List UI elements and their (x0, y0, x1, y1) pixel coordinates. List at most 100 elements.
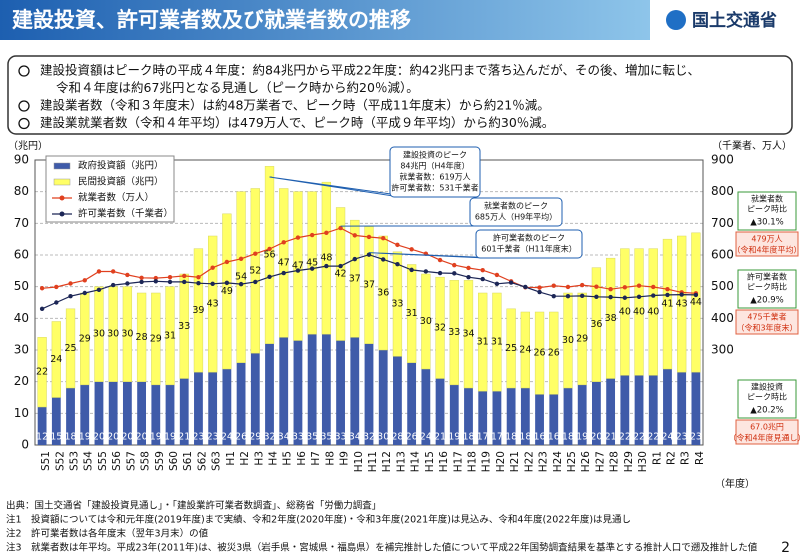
bar (165, 286, 175, 386)
data-label: 24 (50, 354, 62, 365)
y-tick-label: 0 (21, 438, 29, 452)
bar (378, 235, 388, 351)
summary-line: 建設投資額はピーク時の平成４年度：約84兆円から平成22年度：約42兆円まで落ち… (40, 63, 700, 78)
bar (279, 188, 289, 338)
bar (549, 311, 559, 395)
bar (37, 407, 47, 445)
data-label: 26 (548, 348, 560, 359)
line-point (309, 232, 315, 238)
bar (463, 280, 474, 389)
title: 建設投資、許可業者数及び就業者数の推移 (12, 8, 411, 32)
line-point (636, 283, 642, 288)
bar (464, 388, 473, 445)
data-label: 41 (661, 299, 673, 310)
line-point (551, 293, 556, 299)
x-tick-label: H30 (637, 451, 649, 472)
bar (535, 394, 544, 445)
data-label: 34 (462, 329, 474, 340)
data-label: 28 (136, 332, 148, 343)
side-value-box (735, 231, 799, 257)
callout-text: 建設投資のピーク (403, 150, 467, 160)
x-tick-label: H7 (310, 451, 322, 466)
data-label: 30 (93, 329, 105, 340)
bar (66, 388, 75, 445)
x-tick-label: R2 (665, 451, 677, 465)
line-point (537, 289, 542, 295)
x-tick-label: S63 (211, 451, 223, 471)
callout-text: 就業者数：619万人 (399, 172, 470, 182)
data-label: 21 (605, 432, 617, 443)
side-value: 475千業者 (747, 312, 786, 322)
side-title-box (737, 269, 797, 309)
footnote: 出典：国土交通省「建設投資見通し」・「建設業許可業者数調査」、総務省「労働力調査… (6, 500, 381, 512)
callout-box (389, 146, 481, 198)
data-label: 37 (363, 280, 375, 291)
bar (122, 381, 132, 445)
line-point (253, 279, 258, 285)
bar (648, 248, 658, 376)
side-title: ピーク時比 (747, 282, 787, 292)
data-label: 17 (491, 432, 503, 443)
side-title: 許可業者数 (747, 272, 787, 282)
line-point (679, 292, 684, 297)
data-label: 36 (377, 288, 389, 299)
bar (250, 353, 260, 445)
line-point (253, 251, 258, 256)
bar (108, 381, 118, 445)
bar (435, 378, 445, 445)
line-point (96, 269, 102, 274)
bar (620, 375, 630, 445)
line-point (565, 284, 571, 290)
line-point (267, 274, 272, 280)
bar (449, 384, 459, 445)
line-point (636, 294, 642, 299)
y2-tick-label: 300 (711, 343, 734, 357)
legend-label: 就業者数（万人） (78, 192, 154, 204)
data-label: 30 (107, 329, 119, 340)
line-point (352, 233, 357, 238)
x-tick-label: H23 (538, 451, 550, 472)
line-point (366, 252, 372, 257)
line-point (295, 235, 301, 240)
data-label: 33 (292, 432, 304, 443)
summary-line: 建設業者数（令和３年度末）は約48万業者で、ピーク時（平成11年度末）から約21… (40, 98, 550, 113)
data-label: 19 (576, 432, 588, 443)
data-label: 32 (263, 432, 275, 443)
data-label: 18 (462, 432, 474, 443)
bar (307, 191, 317, 335)
data-label: 24 (519, 345, 531, 356)
data-label: 39 (192, 305, 204, 316)
line-point (153, 275, 159, 281)
data-label: 29 (79, 333, 91, 344)
bullet (18, 65, 30, 77)
data-label: 20 (93, 432, 105, 443)
bar (591, 381, 601, 445)
line-point (466, 265, 471, 271)
x-tick-label: R1 (651, 451, 663, 465)
line-point (96, 287, 102, 293)
line-point (579, 282, 585, 288)
x-tick-label: S58 (140, 451, 152, 471)
line-point (210, 281, 215, 287)
data-label: 19 (164, 432, 176, 443)
x-tick-label: S59 (154, 451, 166, 471)
bar (51, 321, 61, 398)
legend-swatch (53, 162, 71, 170)
side-change: ▲20.2% (750, 406, 784, 416)
x-tick-label: H15 (424, 451, 436, 472)
data-label: 26 (235, 432, 247, 443)
bar (336, 340, 345, 445)
line-point (224, 280, 230, 286)
bar (179, 378, 189, 445)
data-label: 40 (647, 307, 659, 318)
bar (194, 372, 203, 445)
callout-text: 84兆円（H4年度） (400, 161, 469, 171)
summary-box (7, 55, 793, 135)
y-tick-label: 90 (14, 153, 29, 167)
bar (691, 372, 701, 445)
summary-line: 令和４年度は約67兆円となる見通し（ピーク時から約20％減）。 (56, 80, 419, 95)
footnote: 注3 就業者数は年平均。平成23年(2011年)は、被災3県（岩手県・宮城県・福… (6, 542, 758, 554)
line-point (480, 276, 485, 282)
data-label: 30 (420, 316, 432, 327)
bar (94, 381, 104, 445)
